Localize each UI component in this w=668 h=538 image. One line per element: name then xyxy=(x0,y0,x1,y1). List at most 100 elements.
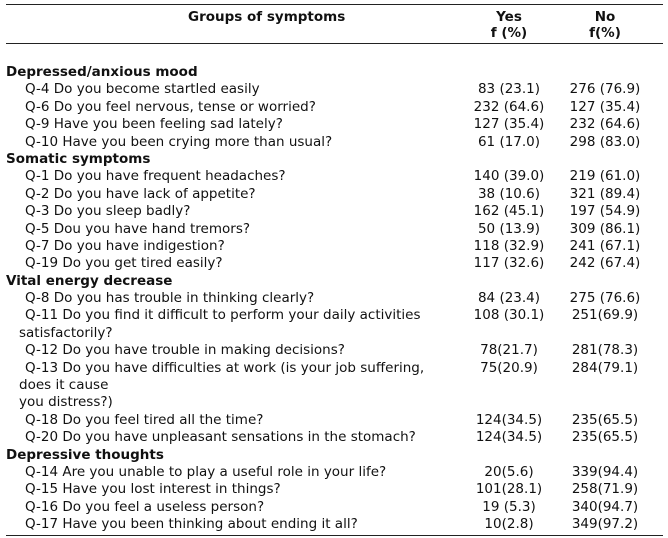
yes-cell: 61 (17.0) xyxy=(477,133,541,150)
question-text: Q-18 Do you feel tired all the time? xyxy=(25,411,264,428)
section-title: Depressed/anxious mood xyxy=(6,64,198,80)
header-groups-of-symptoms: Groups of symptoms xyxy=(188,9,346,25)
header-bottom-rule xyxy=(6,43,663,44)
yes-cell: 118 (32.9) xyxy=(473,237,545,254)
header-no-unit: f(%) xyxy=(589,25,621,41)
no-cell: 258(71.9) xyxy=(571,481,639,498)
no-cell: 275 (76.6) xyxy=(569,290,641,307)
yes-cell: 84 (23.4) xyxy=(477,290,541,307)
no-cell: 235(65.5) xyxy=(571,411,639,428)
no-cell: 339(94.4) xyxy=(571,463,639,480)
no-cell: 235(65.5) xyxy=(571,429,639,446)
header-yes: Yes xyxy=(496,9,522,25)
yes-cell: 19 (5.3) xyxy=(482,498,536,515)
question-text: Q-4 Do you become startled easily xyxy=(25,81,260,98)
question-text: Q-12 Do you have trouble in making decis… xyxy=(25,342,345,359)
no-cell: 242 (67.4) xyxy=(569,255,641,272)
yes-cell: 117 (32.6) xyxy=(473,255,545,272)
table-row: Q-20 Do you have unpleasant sensations i… xyxy=(6,429,663,446)
no-cell: 281(78.3) xyxy=(571,342,639,359)
question-text: Q-16 Do you feel a useless person? xyxy=(25,498,265,515)
table-row: Q-1 Do you have frequent headaches? 140 (… xyxy=(6,168,663,185)
question-text: Q-5 Dou you have hand tremors? xyxy=(25,220,251,237)
no-cell: 340(94.7) xyxy=(571,498,639,515)
table-row: Q-10 Have you been crying more than usua… xyxy=(6,134,663,151)
question-text: Q-11 Do you find it difficult to perform… xyxy=(25,307,421,324)
table-row: you distress?) xyxy=(6,394,663,411)
yes-cell: 124(34.5) xyxy=(475,429,543,446)
no-cell: 219 (61.0) xyxy=(569,168,641,185)
table-row: Q-8 Do you has trouble in thinking clear… xyxy=(6,290,663,307)
table-row: Q-7 Do you have indigestion? 118 (32.9) 24… xyxy=(6,238,663,255)
question-text: Q-2 Do you have lack of appetite? xyxy=(25,185,256,202)
question-text: Q-7 Do you have indigestion? xyxy=(25,237,225,254)
table-row: Q-4 Do you become startled easily 83 (23.… xyxy=(6,81,663,98)
question-text: Q-14 Are you unable to play a useful rol… xyxy=(25,463,387,480)
no-cell: 349(97.2) xyxy=(571,516,639,533)
no-cell: 241 (67.1) xyxy=(569,237,641,254)
section-title: Depressive thoughts xyxy=(6,446,164,463)
header-no: No xyxy=(594,9,616,25)
question-text: Q-6 Do you feel nervous, tense or worrie… xyxy=(25,98,316,115)
yes-cell: 232 (64.6) xyxy=(473,98,545,115)
table-row: Q-6 Do you feel nervous, tense or worrie… xyxy=(6,99,663,116)
question-text: Q-19 Do you get tired easily? xyxy=(25,255,223,272)
table-row: Q-13 Do you have difficulties at work (i… xyxy=(6,360,663,377)
table-row: does it cause xyxy=(6,377,663,394)
no-cell: 309 (86.1) xyxy=(569,220,641,237)
yes-cell: 10(2.8) xyxy=(484,516,534,533)
section-header-row: Vital energy decrease xyxy=(6,273,663,290)
table-row: Q-3 Do you sleep badly? 162 (45.1) 197 (54… xyxy=(6,203,663,220)
question-text: Q-17 Have you been thinking about ending… xyxy=(25,516,358,533)
question-text: Q-9 Have you been feeling sad lately? xyxy=(25,116,283,133)
yes-cell: 162 (45.1) xyxy=(473,203,545,220)
table-body: Depressed/anxious mood Q-4 Do you become … xyxy=(6,64,663,534)
no-cell: 284(79.1) xyxy=(571,359,639,376)
section-title: Vital energy decrease xyxy=(6,272,173,289)
yes-cell: 38 (10.6) xyxy=(477,185,541,202)
yes-cell: 127 (35.4) xyxy=(473,116,545,133)
yes-cell: 124(34.5) xyxy=(475,411,543,428)
yes-cell: 78(21.7) xyxy=(480,342,538,359)
section-header-row: Depressive thoughts xyxy=(6,447,663,464)
question-text: Q-1 Do you have frequent headaches? xyxy=(25,168,286,185)
question-text: satisfactorily? xyxy=(19,324,113,341)
yes-cell: 108 (30.1) xyxy=(473,307,545,324)
question-text: Q-8 Do you has trouble in thinking clear… xyxy=(25,290,315,307)
no-cell: 232 (64.6) xyxy=(569,116,641,133)
no-cell: 276 (76.9) xyxy=(569,81,641,98)
section-title: Somatic symptoms xyxy=(6,150,151,167)
question-text: Q-3 Do you sleep badly? xyxy=(25,203,191,220)
question-text: Q-10 Have you been crying more than usua… xyxy=(25,133,333,150)
yes-cell: 50 (13.9) xyxy=(477,220,541,237)
table-row: Q-14 Are you unable to play a useful rol… xyxy=(6,464,663,481)
table-top-rule xyxy=(6,4,663,5)
table-bottom-rule xyxy=(6,535,663,536)
section-header-row: Somatic symptoms xyxy=(6,151,663,168)
table-row: Q-5 Dou you have hand tremors? 50 (13.9) 3… xyxy=(6,221,663,238)
yes-cell: 83 (23.1) xyxy=(477,81,541,98)
table-row: Q-9 Have you been feeling sad lately? 127… xyxy=(6,116,663,133)
table-row: Q-11 Do you find it difficult to perform… xyxy=(6,307,663,324)
header-yes-unit: f (%) xyxy=(490,25,528,41)
yes-cell: 140 (39.0) xyxy=(473,168,545,185)
table-row: Q-18 Do you feel tired all the time? 124(… xyxy=(6,412,663,429)
yes-cell: 101(28.1) xyxy=(475,481,543,498)
yes-cell: 75(20.9) xyxy=(480,359,538,376)
question-text: Q-15 Have you lost interest in things? xyxy=(25,481,281,498)
table-row: Q-2 Do you have lack of appetite? 38 (10.… xyxy=(6,186,663,203)
no-cell: 127 (35.4) xyxy=(569,98,641,115)
no-cell: 197 (54.9) xyxy=(569,203,641,220)
no-cell: 251(69.9) xyxy=(571,307,639,324)
question-text: Q-13 Do you have difficulties at work (i… xyxy=(25,359,425,376)
question-text: Q-20 Do you have unpleasant sensations i… xyxy=(25,429,416,446)
table-row: Q-12 Do you have trouble in making decis… xyxy=(6,342,663,359)
no-cell: 321 (89.4) xyxy=(569,185,641,202)
table-row: Q-17 Have you been thinking about ending… xyxy=(6,516,663,533)
table-row: Q-16 Do you feel a useless person? 19 (5.… xyxy=(6,499,663,516)
table-row: Q-19 Do you get tired easily? 117 (32.6) 2… xyxy=(6,255,663,272)
yes-cell: 20(5.6) xyxy=(484,463,534,480)
table-row: satisfactorily? xyxy=(6,325,663,342)
section-header-row: Depressed/anxious mood xyxy=(6,64,663,81)
question-text: does it cause xyxy=(19,377,109,394)
